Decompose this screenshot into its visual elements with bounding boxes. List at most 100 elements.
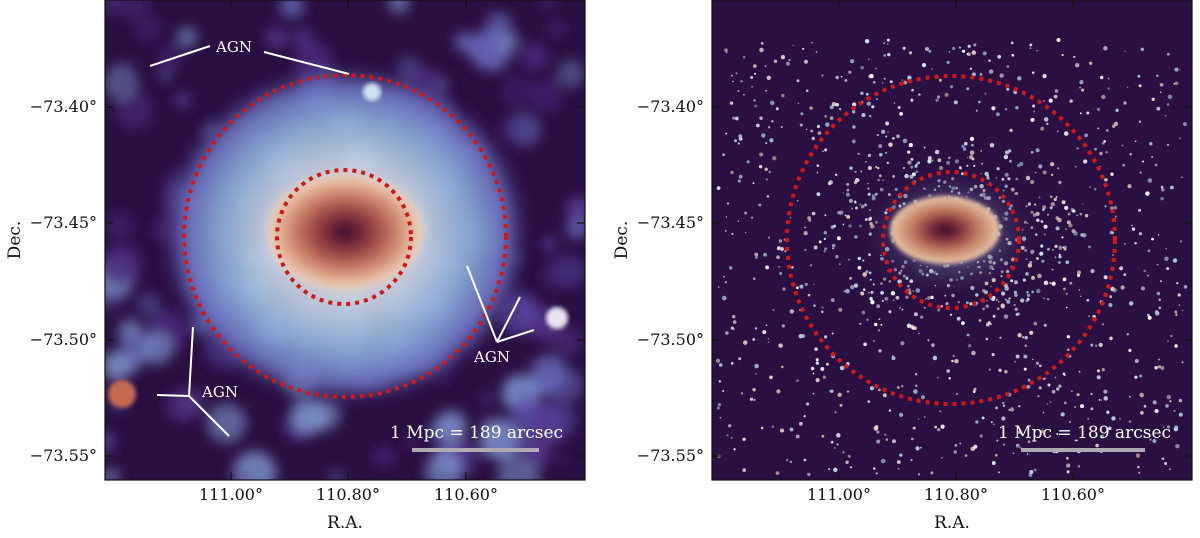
photon-speckle xyxy=(826,362,829,366)
emission-blob xyxy=(565,196,585,225)
photon-speckle xyxy=(1140,286,1145,291)
photon-speckle xyxy=(1151,155,1154,159)
photon-speckle xyxy=(785,458,789,462)
photon-speckle xyxy=(821,434,825,438)
photon-speckle xyxy=(880,323,883,326)
photon-speckle xyxy=(1123,101,1127,105)
photon-speckle xyxy=(952,354,955,358)
photon-speckle xyxy=(863,342,867,347)
photon-speckle xyxy=(870,290,874,294)
photon-speckle xyxy=(1061,200,1066,205)
photon-speckle xyxy=(954,443,958,447)
photon-speckle xyxy=(1026,291,1029,294)
photon-speckle xyxy=(830,440,834,444)
photon-speckle xyxy=(1047,383,1051,387)
photon-speckle xyxy=(860,66,864,70)
photon-speckle xyxy=(1152,438,1157,444)
photon-speckle xyxy=(851,139,856,144)
photon-speckle xyxy=(1102,323,1105,326)
photon-speckle xyxy=(1131,227,1136,231)
photon-speckle xyxy=(759,47,764,53)
photon-speckle xyxy=(857,256,861,261)
agn-arrow-right xyxy=(466,265,535,343)
photon-speckle xyxy=(846,390,850,393)
photon-speckle xyxy=(896,385,900,390)
photon-speckle xyxy=(1077,465,1081,468)
photon-speckle xyxy=(1156,106,1161,111)
photon-speckle xyxy=(1063,401,1067,405)
photon-speckle xyxy=(1164,462,1168,465)
photon-speckle xyxy=(1013,290,1017,294)
photon-speckle xyxy=(1173,82,1176,85)
photon-speckle xyxy=(952,46,956,51)
photon-speckle xyxy=(867,400,871,403)
photon-speckle xyxy=(886,38,890,42)
photon-speckle xyxy=(1160,187,1165,192)
photon-speckle xyxy=(878,144,883,149)
photon-speckle xyxy=(876,430,880,434)
photon-speckle xyxy=(1021,336,1025,339)
photon-speckle xyxy=(740,137,743,140)
photon-speckle xyxy=(880,129,886,134)
photon-speckle xyxy=(816,164,820,167)
photon-speckle xyxy=(800,112,804,116)
photon-speckle xyxy=(1103,396,1108,401)
photon-speckle xyxy=(1151,237,1154,241)
photon-speckle xyxy=(1183,284,1188,289)
photon-speckle xyxy=(1090,393,1093,396)
photon-speckle xyxy=(1040,429,1045,434)
photon-speckle xyxy=(941,305,944,308)
photon-speckle xyxy=(782,287,786,291)
photon-speckle xyxy=(1138,471,1141,474)
photon-speckle xyxy=(730,326,734,330)
photon-speckle xyxy=(1083,159,1088,164)
photon-speckle xyxy=(1056,387,1060,391)
photon-speckle xyxy=(878,349,882,353)
emission-blob xyxy=(539,258,572,291)
photon-speckle xyxy=(1018,405,1021,408)
photon-speckle xyxy=(776,246,781,251)
photon-speckle xyxy=(1181,361,1184,364)
photon-speckle xyxy=(1050,201,1056,207)
photon-speckle xyxy=(972,390,976,393)
photon-speckle xyxy=(981,162,984,165)
photon-speckle xyxy=(848,224,852,228)
photon-speckle xyxy=(1169,400,1172,403)
photon-speckle xyxy=(996,307,1000,311)
photon-speckle xyxy=(1073,231,1078,236)
photon-speckle xyxy=(796,379,799,382)
photon-speckle xyxy=(722,390,725,392)
photon-speckle xyxy=(869,296,873,301)
photon-speckle xyxy=(764,65,767,67)
photon-speckle xyxy=(1009,407,1015,412)
photon-speckle xyxy=(1073,55,1076,59)
photon-speckle xyxy=(1027,440,1031,444)
left-point-source-1 xyxy=(108,380,136,408)
photon-speckle xyxy=(810,129,814,133)
photon-speckle xyxy=(889,80,893,84)
photon-speckle xyxy=(907,150,911,154)
photon-speckle xyxy=(1017,333,1022,338)
photon-speckle xyxy=(1159,91,1162,94)
photon-speckle xyxy=(985,337,989,341)
photon-speckle xyxy=(848,70,852,74)
photon-speckle xyxy=(995,298,998,302)
photon-speckle xyxy=(1008,297,1011,300)
photon-speckle xyxy=(859,322,862,325)
photon-speckle xyxy=(1029,330,1034,335)
photon-speckle xyxy=(1086,298,1090,302)
photon-speckle xyxy=(824,247,828,251)
photon-speckle xyxy=(822,150,824,153)
photon-speckle xyxy=(1089,61,1093,65)
photon-speckle xyxy=(1057,130,1059,133)
photon-speckle xyxy=(846,182,850,186)
photon-speckle xyxy=(1160,365,1165,371)
photon-speckle xyxy=(888,310,892,314)
photon-speckle xyxy=(728,266,733,270)
photon-speckle xyxy=(1042,377,1046,381)
photon-speckle xyxy=(1076,439,1078,442)
photon-speckle xyxy=(1081,88,1085,92)
photon-speckle xyxy=(1131,224,1133,227)
photon-speckle xyxy=(1042,205,1047,210)
photon-speckle xyxy=(789,427,794,432)
